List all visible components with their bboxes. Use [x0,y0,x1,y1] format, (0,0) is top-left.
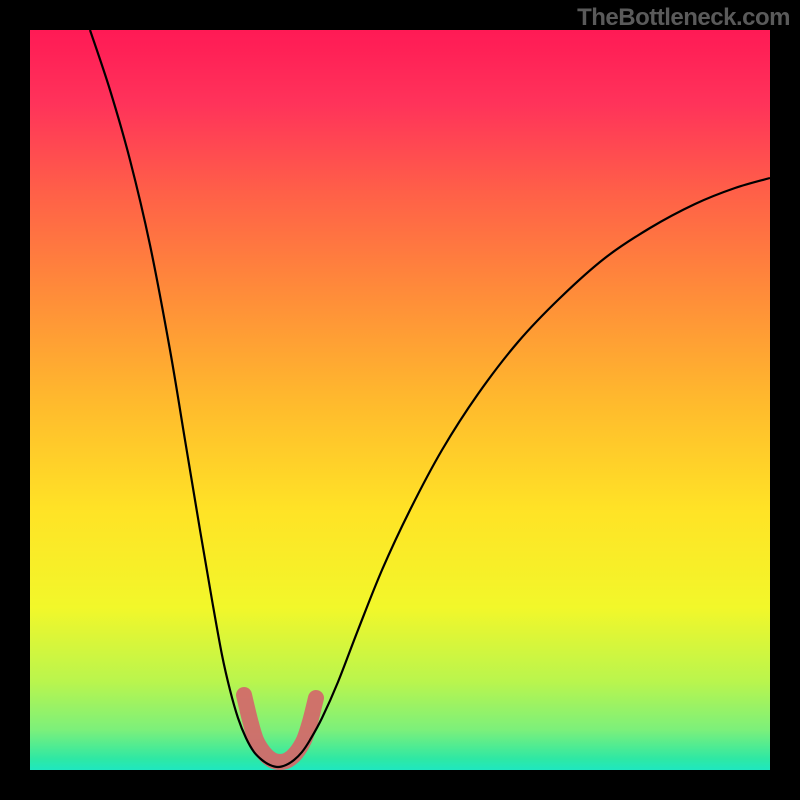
watermark-text: TheBottleneck.com [577,4,790,32]
plot-area [30,30,770,770]
chart-svg [30,30,770,770]
chart-frame: TheBottleneck.com [0,0,800,800]
gradient-background [30,30,770,770]
